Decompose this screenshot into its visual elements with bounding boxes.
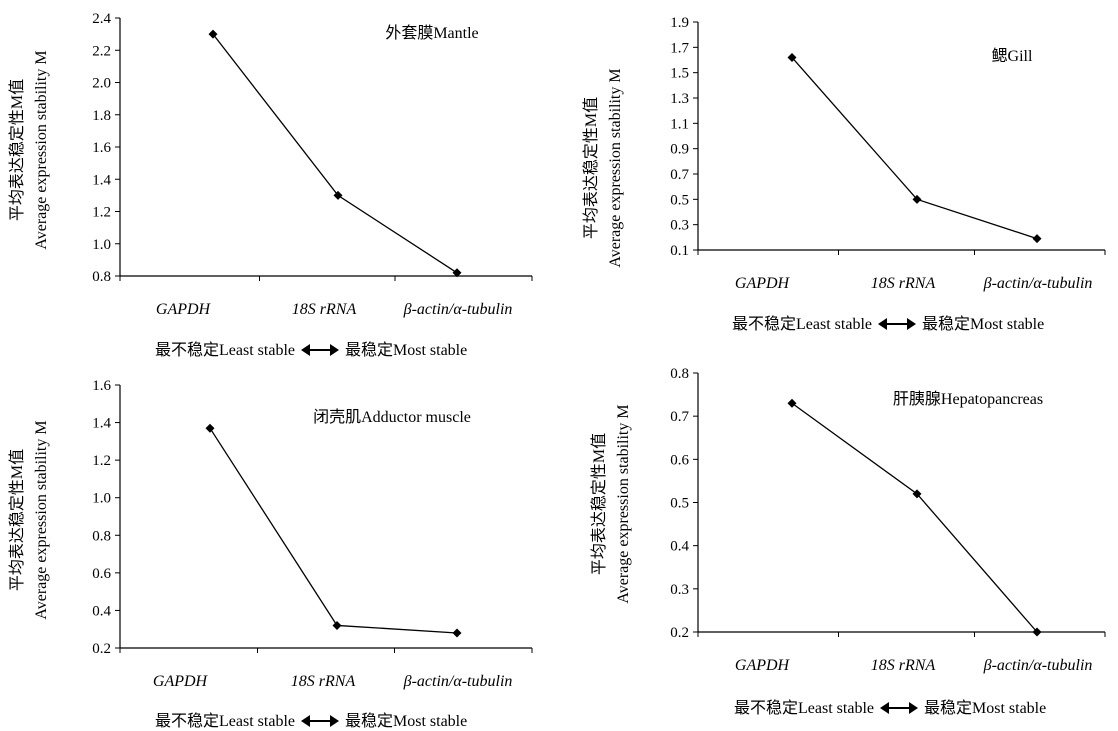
- y-axis-label-cn: 平均表达稳定性M值: [590, 433, 608, 575]
- series-line: [212, 33, 458, 274]
- y-tick-label: 1.2: [92, 453, 111, 469]
- y-tick-label: 0.3: [670, 582, 689, 598]
- least-stable-note: 最不稳定Least stable: [155, 712, 295, 730]
- arrow-right-head: [907, 318, 916, 330]
- y-tick-label: 1.0: [92, 237, 111, 253]
- y-axis-label-en: Average expression stability M: [615, 404, 632, 603]
- most-stable-note: 最稳定Most stable: [345, 712, 467, 730]
- y-tick-label: 0.8: [670, 366, 689, 382]
- y-tick-label: 0.3: [670, 218, 689, 234]
- y-axis-label-cn: 平均表达稳定性M值: [582, 97, 600, 239]
- y-tick-label: 2.4: [92, 11, 111, 27]
- y-tick-label: 1.8: [92, 108, 111, 124]
- x-category-label: 18S rRNA: [871, 657, 936, 674]
- x-category-label: GAPDH: [735, 275, 791, 292]
- y-tick-label: 1.7: [670, 40, 689, 56]
- chart-panel-2: 0.1 0.3 0.5 0.7 0.9 1.1 1.3 1.5 1.7 1.9 GAPDH 18S r…: [582, 15, 1106, 333]
- x-category-label: GAPDH: [735, 657, 791, 674]
- y-tick-label: 0.5: [670, 192, 689, 208]
- chart-panel-3: 0.2 0.4 0.6 0.8 1.0 1.2 1.4 1.6 GAPDH 18S rRNA β-a…: [8, 378, 533, 730]
- data-point-marker: [787, 52, 797, 62]
- data-point-marker: [332, 620, 342, 630]
- y-tick-label: 0.8: [92, 269, 111, 285]
- x-category-label: GAPDH: [153, 673, 209, 690]
- data-point-marker: [208, 29, 218, 39]
- x-category-label: β-actin/α-tubulin: [983, 657, 1093, 674]
- arrow-left-head: [880, 702, 889, 714]
- y-tick-label: 2.2: [92, 43, 111, 59]
- y-tick-label: 1.3: [670, 91, 689, 107]
- panel-title: 肝胰腺Hepatopancreas: [893, 390, 1043, 408]
- most-stable-note: 最稳定Most stable: [924, 699, 1046, 717]
- y-tick-label: 0.7: [670, 409, 689, 425]
- least-stable-note: 最不稳定Least stable: [155, 341, 295, 359]
- chart-panel-4: 0.2 0.3 0.4 0.5 0.6 0.7 0.8 GAPDH 18S rRNA β-acti…: [590, 366, 1106, 717]
- y-tick-label: 0.2: [92, 641, 111, 657]
- series-line: [209, 427, 458, 634]
- arrow-right-head: [909, 702, 918, 714]
- series-line: [791, 57, 1038, 240]
- y-tick-label: 1.0: [92, 491, 111, 507]
- y-tick-label: 1.6: [92, 140, 111, 156]
- data-point-marker: [1032, 234, 1042, 244]
- chart-panel-1: 0.8 1.0 1.2 1.4 1.6 1.8 2.0 2.2 2.4 GAPDH 18S rRNA…: [8, 11, 533, 359]
- data-point-marker: [787, 398, 797, 408]
- panel-title: 闭壳肌Adductor muscle: [313, 408, 471, 426]
- x-category-label: 18S rRNA: [291, 673, 356, 690]
- y-tick-label: 0.4: [670, 539, 689, 555]
- least-stable-note: 最不稳定Least stable: [734, 699, 874, 717]
- y-tick-label: 1.9: [670, 15, 689, 31]
- arrow-left-head: [301, 344, 310, 356]
- y-tick-label: 1.2: [92, 205, 111, 221]
- x-category-label: β-actin/α-tubulin: [403, 673, 513, 690]
- y-tick-label: 0.1: [670, 243, 689, 259]
- y-axis-label-en: Average expression stability M: [33, 50, 50, 249]
- data-point-marker: [333, 190, 343, 200]
- data-point-marker: [1032, 627, 1042, 637]
- series-line: [791, 402, 1038, 633]
- data-point-marker: [912, 489, 922, 499]
- x-category-label: β-actin/α-tubulin: [403, 301, 513, 318]
- y-axis-label-cn: 平均表达稳定性M值: [8, 79, 26, 221]
- arrow-right-head: [330, 715, 339, 727]
- arrow-right-head: [330, 344, 339, 356]
- y-tick-label: 1.4: [92, 172, 111, 188]
- panel-title: 鳃Gill: [992, 47, 1033, 65]
- x-category-label: 18S rRNA: [292, 301, 357, 318]
- y-tick-label: 0.8: [92, 528, 111, 544]
- x-category-label: β-actin/α-tubulin: [983, 275, 1093, 292]
- least-stable-note: 最不稳定Least stable: [732, 315, 872, 333]
- panel-title: 外套膜Mantle: [385, 24, 478, 42]
- y-tick-label: 0.7: [670, 167, 689, 183]
- data-point-marker: [452, 268, 462, 278]
- y-tick-label: 1.5: [670, 66, 689, 82]
- y-tick-label: 1.6: [92, 378, 111, 394]
- data-point-marker: [912, 194, 922, 204]
- y-axis-label-en: Average expression stability M: [607, 68, 624, 267]
- y-axis-label-cn: 平均表达稳定性M值: [8, 449, 26, 591]
- y-tick-label: 0.9: [670, 142, 689, 158]
- y-tick-label: 1.1: [670, 116, 689, 132]
- most-stable-note: 最稳定Most stable: [345, 341, 467, 359]
- y-tick-label: 0.6: [92, 566, 111, 582]
- y-axis-label-en: Average expression stability M: [33, 420, 50, 619]
- y-tick-label: 0.4: [92, 603, 111, 619]
- data-point-marker: [205, 423, 215, 433]
- most-stable-note: 最稳定Most stable: [922, 315, 1044, 333]
- arrow-left-head: [878, 318, 887, 330]
- x-category-label: GAPDH: [156, 301, 212, 318]
- y-tick-label: 0.5: [670, 496, 689, 512]
- data-point-marker: [452, 628, 462, 638]
- y-tick-label: 0.6: [670, 452, 689, 468]
- y-tick-label: 1.4: [92, 416, 111, 432]
- arrow-left-head: [301, 715, 310, 727]
- x-category-label: 18S rRNA: [871, 275, 936, 292]
- y-tick-label: 2.0: [92, 76, 111, 92]
- y-tick-label: 0.2: [670, 625, 689, 641]
